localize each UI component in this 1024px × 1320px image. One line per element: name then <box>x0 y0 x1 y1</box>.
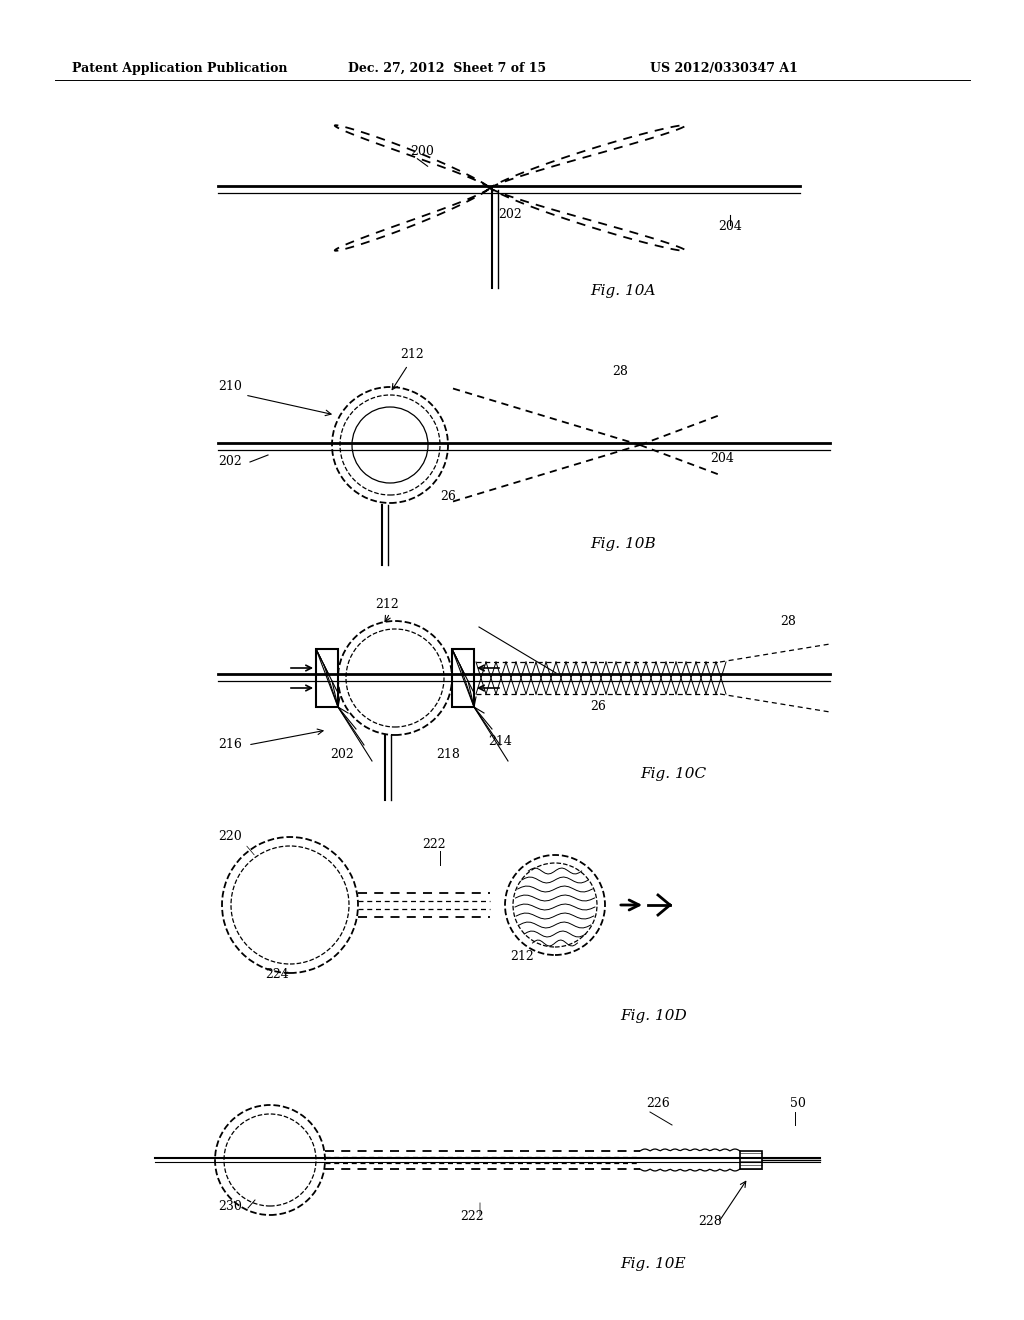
Text: 224: 224 <box>265 968 289 981</box>
Text: 214: 214 <box>488 735 512 748</box>
Text: 28: 28 <box>612 366 628 378</box>
Bar <box>740 1151 762 1170</box>
Text: Dec. 27, 2012  Sheet 7 of 15: Dec. 27, 2012 Sheet 7 of 15 <box>348 62 546 75</box>
Text: 26: 26 <box>590 700 606 713</box>
Text: 204: 204 <box>710 451 734 465</box>
Text: Patent Application Publication: Patent Application Publication <box>72 62 288 75</box>
Text: 222: 222 <box>460 1210 483 1224</box>
Text: 202: 202 <box>218 455 242 469</box>
Text: Fig. 10B: Fig. 10B <box>590 537 655 550</box>
Text: 200: 200 <box>410 145 434 158</box>
Text: 26: 26 <box>440 490 456 503</box>
Text: US 2012/0330347 A1: US 2012/0330347 A1 <box>650 62 798 75</box>
Text: 210: 210 <box>218 380 242 393</box>
Bar <box>316 649 338 708</box>
Text: 202: 202 <box>498 209 522 220</box>
Text: 218: 218 <box>436 748 460 762</box>
Text: 28: 28 <box>780 615 796 628</box>
Text: Fig. 10A: Fig. 10A <box>590 284 655 298</box>
Text: Fig. 10C: Fig. 10C <box>640 767 707 781</box>
Text: 202: 202 <box>330 748 353 762</box>
Text: 230: 230 <box>218 1200 242 1213</box>
Text: Fig. 10E: Fig. 10E <box>620 1257 686 1271</box>
Bar <box>452 649 474 708</box>
Text: 212: 212 <box>375 598 398 611</box>
Text: 204: 204 <box>718 220 741 234</box>
Text: 220: 220 <box>218 830 242 843</box>
Text: 50: 50 <box>790 1097 806 1110</box>
Text: 222: 222 <box>422 838 445 851</box>
Text: 212: 212 <box>400 348 424 360</box>
Text: 212: 212 <box>510 950 534 964</box>
Text: 216: 216 <box>218 738 242 751</box>
Text: Fig. 10D: Fig. 10D <box>620 1008 687 1023</box>
Text: 228: 228 <box>698 1214 722 1228</box>
Text: 226: 226 <box>646 1097 670 1110</box>
